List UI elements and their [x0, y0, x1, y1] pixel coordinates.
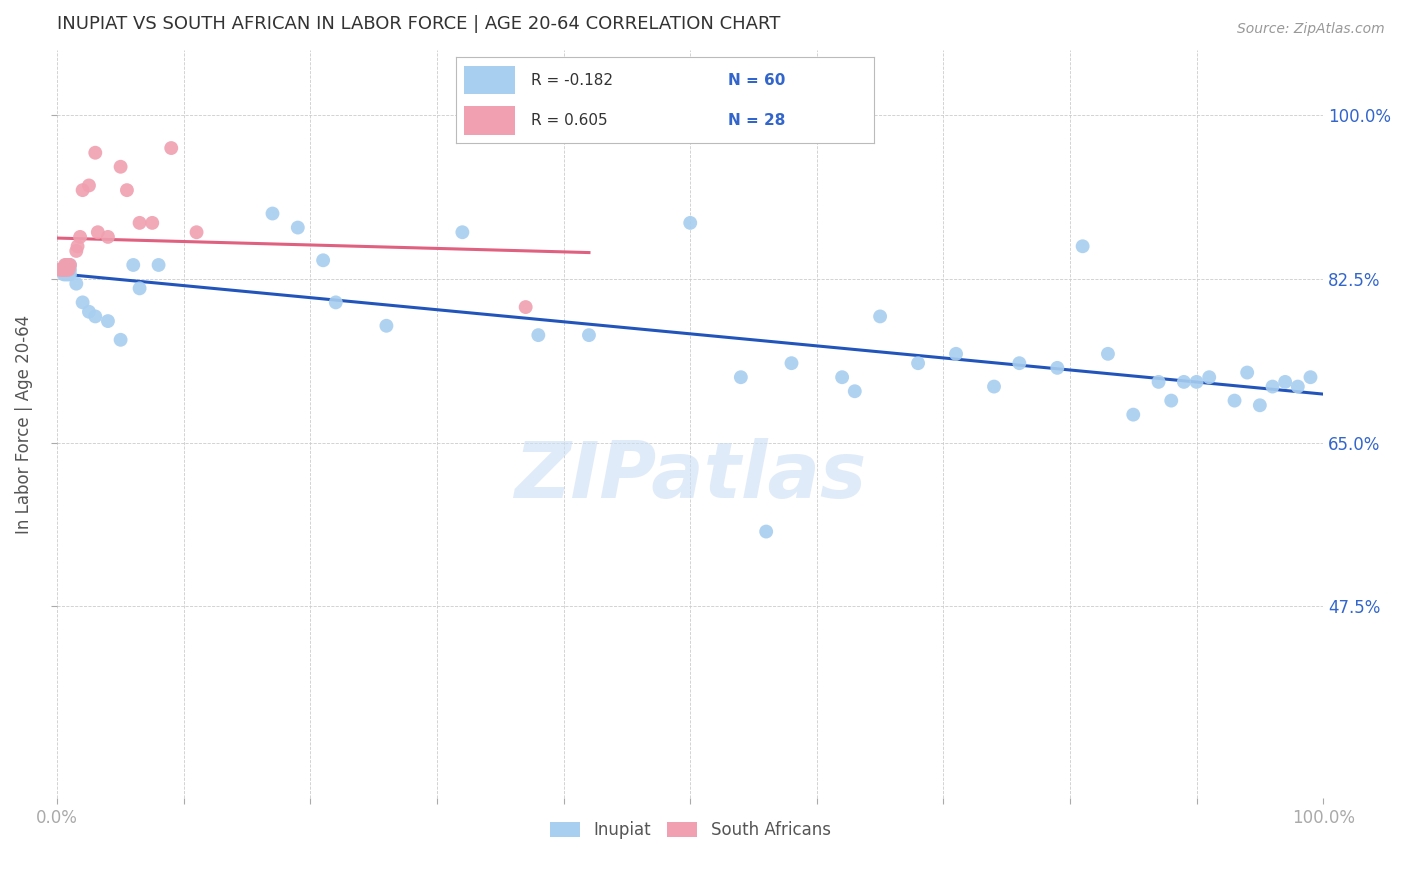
Point [84, 310, 107, 324]
Point [65, 244, 87, 258]
Point [66, 239, 89, 253]
Point [51, 262, 73, 277]
Point [1046, 360, 1069, 375]
Point [1122, 408, 1144, 422]
Point [1274, 375, 1296, 389]
Point [97, 230, 120, 244]
Point [375, 318, 398, 333]
Point [56, 268, 79, 282]
Point [69, 230, 91, 244]
Point [515, 300, 537, 314]
Point [844, 384, 866, 399]
Point [55, 258, 77, 272]
Point [56, 262, 79, 277]
Point [59, 258, 82, 272]
Point [122, 258, 145, 272]
Point [72, 295, 94, 310]
Point [160, 141, 183, 155]
Point [1008, 356, 1031, 370]
Point [56, 258, 79, 272]
Point [730, 370, 752, 384]
Point [451, 225, 474, 239]
Point [831, 370, 853, 384]
Point [128, 216, 150, 230]
Point [869, 310, 891, 324]
Point [87, 225, 110, 239]
Point [1173, 375, 1195, 389]
Point [72, 183, 94, 197]
Point [56, 262, 79, 277]
Point [52, 268, 75, 282]
Point [186, 225, 208, 239]
Point [56, 258, 79, 272]
Point [51, 262, 73, 277]
Legend: Inupiat, South Africans: Inupiat, South Africans [543, 814, 838, 846]
Point [110, 160, 132, 174]
Point [53, 258, 76, 272]
Point [58, 258, 80, 272]
Point [58, 258, 80, 272]
Point [312, 253, 335, 268]
Point [1097, 347, 1119, 361]
Point [49, 262, 72, 277]
Point [1160, 393, 1182, 408]
Text: INUPIAT VS SOUTH AFRICAN IN LABOR FORCE | AGE 20-64 CORRELATION CHART: INUPIAT VS SOUTH AFRICAN IN LABOR FORCE … [58, 15, 780, 33]
Point [1185, 375, 1208, 389]
Point [52, 262, 75, 277]
Point [110, 333, 132, 347]
Point [55, 268, 77, 282]
Point [325, 295, 347, 310]
Point [1261, 379, 1284, 393]
Point [55, 262, 77, 277]
Point [84, 145, 107, 160]
Point [52, 262, 75, 277]
Point [780, 356, 803, 370]
Point [58, 262, 80, 277]
Point [53, 268, 76, 282]
Point [755, 524, 778, 539]
Point [1286, 379, 1309, 393]
Point [53, 262, 76, 277]
Point [527, 328, 550, 343]
Point [679, 216, 702, 230]
Point [141, 216, 163, 230]
Point [77, 304, 100, 318]
Text: ZIPatlas: ZIPatlas [515, 438, 866, 515]
Point [65, 277, 87, 291]
Point [1236, 366, 1258, 380]
Point [1071, 239, 1094, 253]
Point [983, 379, 1005, 393]
Point [262, 206, 284, 220]
Point [59, 268, 82, 282]
Point [287, 220, 309, 235]
Text: Source: ZipAtlas.com: Source: ZipAtlas.com [1237, 22, 1385, 37]
Y-axis label: In Labor Force | Age 20-64: In Labor Force | Age 20-64 [15, 314, 32, 533]
Point [59, 262, 82, 277]
Point [59, 258, 82, 272]
Point [97, 314, 120, 328]
Point [115, 183, 138, 197]
Point [49, 262, 72, 277]
Point [55, 262, 77, 277]
Point [1147, 375, 1170, 389]
Point [945, 347, 967, 361]
Point [1198, 370, 1220, 384]
Point [907, 356, 929, 370]
Point [1299, 370, 1322, 384]
Point [578, 328, 600, 343]
Point [148, 258, 170, 272]
Point [58, 268, 80, 282]
Point [1249, 398, 1271, 412]
Point [1223, 393, 1246, 408]
Point [77, 178, 100, 193]
Point [53, 262, 76, 277]
Point [49, 262, 72, 277]
Point [128, 281, 150, 295]
